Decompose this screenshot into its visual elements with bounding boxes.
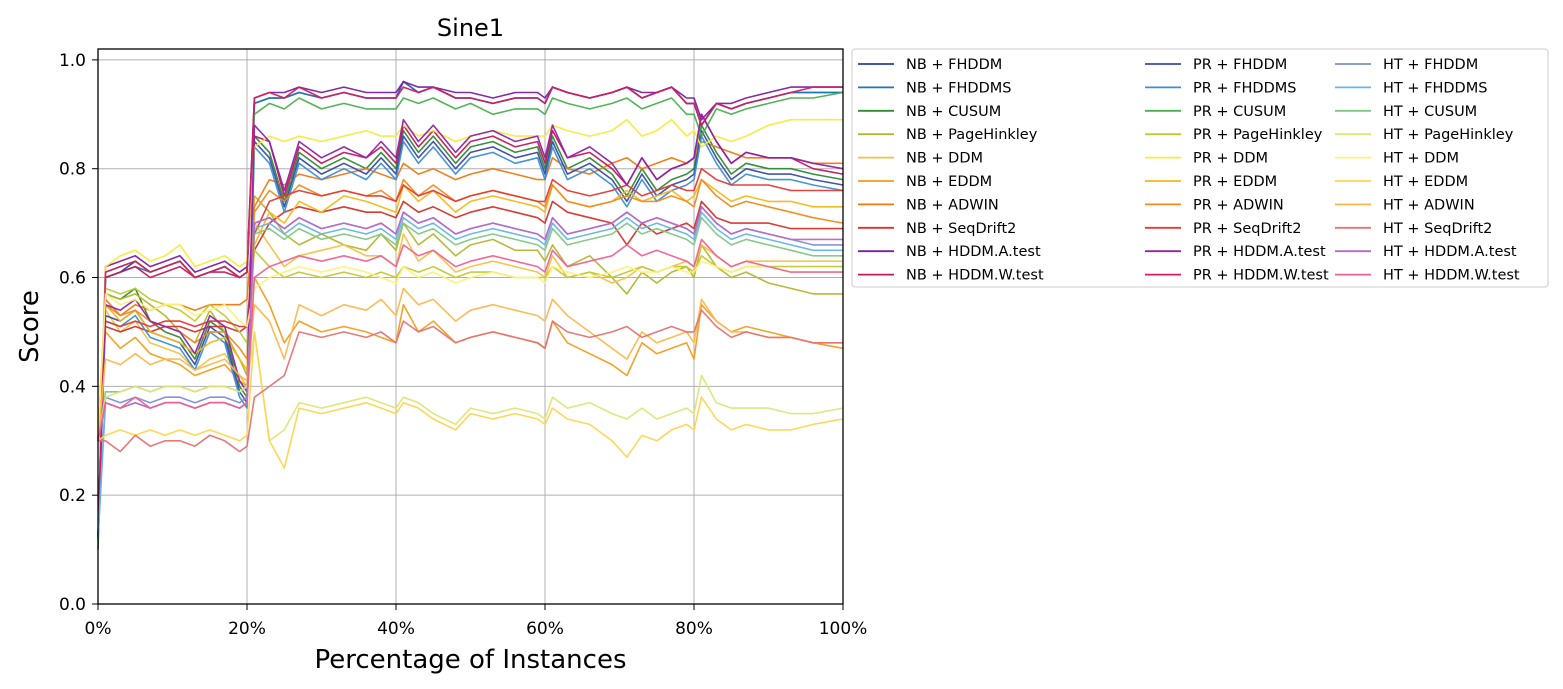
series-line-ht-hddm-w-test	[97, 238, 843, 441]
chart-title: Sine1	[437, 14, 504, 42]
legend-entry: NB + CUSUM	[858, 104, 1001, 120]
legend-entry: NB + HDDM.A.test	[858, 244, 1041, 260]
legend-label: HT + ADWIN	[1383, 197, 1475, 213]
legend-box	[851, 48, 1549, 288]
legend-label: HT + EDDM	[1383, 174, 1468, 190]
series-line-ht-ddm	[97, 260, 843, 441]
y-tick-label: 0.0	[59, 595, 86, 615]
legend-label: NB + FHDDM	[906, 57, 1002, 73]
legend-label: NB + EDDM	[906, 174, 992, 190]
legend-label: HT + DDM	[1383, 151, 1459, 167]
legend-entry: PR + CUSUM	[1145, 104, 1286, 120]
legend-entry: NB + SeqDrift2	[858, 221, 1016, 237]
legend-label: HT + HDDM.A.test	[1383, 244, 1517, 260]
legend-label: NB + PageHinkley	[906, 127, 1038, 143]
series-lines	[97, 80, 844, 550]
legend-entry: PR + FHDDM	[1145, 57, 1287, 73]
y-tick-label: 0.6	[59, 269, 86, 289]
series-line-ht-seqdrift2	[98, 309, 843, 453]
legend-entry: HT + HDDM.W.test	[1335, 268, 1520, 284]
legend-entry: NB + FHDDM	[858, 57, 1002, 73]
plot-frame	[97, 48, 844, 605]
x-tick-label: 0%	[85, 619, 112, 639]
legend-label: NB + HDDM.W.test	[906, 268, 1044, 284]
legend-entry: PR + PageHinkley	[1145, 127, 1323, 143]
legend-label: PR + HDDM.W.test	[1193, 268, 1329, 284]
axis-ticks: 0% 20% 40% 60% 80% 100% 0.0 0.2 0.4 0.6 0.8 1.0	[59, 51, 867, 639]
legend-label: NB + ADWIN	[906, 197, 999, 213]
legend-label: HT + PageHinkley	[1383, 127, 1514, 143]
legend-entry: HT + DDM	[1335, 151, 1459, 167]
legend-entry: HT + PageHinkley	[1335, 127, 1514, 143]
series-line-nb-pagehinkley	[97, 195, 843, 441]
series-line-nb-eddm	[97, 276, 844, 441]
x-axis-label: Percentage of Instances	[315, 645, 627, 675]
series-line-ht-pagehinkley	[97, 331, 844, 442]
x-tick-label: 100%	[819, 619, 868, 639]
legend-entry: PR + HDDM.A.test	[1145, 244, 1326, 260]
legend-label: HT + FHDDMS	[1383, 80, 1487, 96]
legend-entry: PR + SeqDrift2	[1145, 221, 1301, 237]
legend-entry: NB + FHDDMS	[858, 80, 1011, 96]
legend-entry: NB + ADWIN	[858, 197, 999, 213]
series-line-ht-adwin	[97, 287, 843, 441]
legend: NB + FHDDM NB + FHDDMS NB + CUSUM NB + Page…	[851, 48, 1549, 288]
legend-entry: NB + EDDM	[858, 174, 992, 190]
legend-entry: HT + ADWIN	[1335, 197, 1475, 213]
series-line-pr-hddm-w-test	[97, 86, 843, 539]
legend-label: NB + HDDM.A.test	[906, 244, 1041, 260]
legend-label: PR + FHDDMS	[1193, 80, 1296, 96]
legend-label: NB + DDM	[906, 151, 983, 167]
x-tick-label: 60%	[526, 619, 564, 639]
legend-label: PR + FHDDM	[1193, 57, 1287, 73]
legend-label: PR + HDDM.A.test	[1193, 244, 1326, 260]
legend-entry: HT + HDDM.A.test	[1335, 244, 1517, 260]
legend-entry: PR + EDDM	[1145, 174, 1277, 190]
legend-entry: HT + SeqDrift2	[1335, 221, 1492, 237]
legend-entry: PR + FHDDMS	[1145, 80, 1296, 96]
series-line-nb-seqdrift2	[97, 200, 843, 441]
series-line-pr-adwin	[97, 178, 844, 441]
legend-label: NB + CUSUM	[906, 104, 1001, 120]
legend-label: HT + SeqDrift2	[1383, 221, 1492, 237]
legend-entry: PR + HDDM.W.test	[1145, 268, 1329, 284]
legend-label: NB + SeqDrift2	[906, 221, 1016, 237]
legend-label: PR + EDDM	[1193, 174, 1277, 190]
legend-label: PR + CUSUM	[1193, 104, 1286, 120]
y-tick-label: 0.8	[59, 160, 86, 180]
series-line-pr-ddm	[97, 118, 843, 539]
y-tick-label: 1.0	[59, 51, 86, 71]
legend-label: PR + SeqDrift2	[1193, 221, 1301, 237]
legend-label: HT + CUSUM	[1383, 104, 1477, 120]
legend-label: HT + HDDM.W.test	[1383, 268, 1520, 284]
legend-label: PR + PageHinkley	[1193, 127, 1323, 143]
legend-entry: NB + HDDM.W.test	[858, 268, 1044, 284]
series-line-pr-eddm	[97, 178, 843, 441]
y-tick-label: 0.2	[59, 486, 86, 506]
legend-label: PR + DDM	[1193, 151, 1268, 167]
legend-entry: NB + DDM	[858, 151, 983, 167]
legend-entry: PR + ADWIN	[1145, 197, 1284, 213]
series-line-nb-hddm-a-test	[97, 80, 843, 539]
series-line-pr-hddm-a-test	[97, 113, 844, 539]
legend-entry: HT + FHDDM	[1335, 57, 1478, 73]
legend-entry: NB + PageHinkley	[858, 127, 1038, 143]
legend-entry: HT + EDDM	[1335, 174, 1468, 190]
legend-entry: HT + CUSUM	[1335, 104, 1477, 120]
legend-label: NB + FHDDMS	[906, 80, 1011, 96]
x-tick-label: 80%	[675, 619, 713, 639]
legend-label: PR + ADWIN	[1193, 197, 1284, 213]
x-tick-label: 40%	[377, 619, 415, 639]
legend-entry: PR + DDM	[1145, 151, 1268, 167]
y-tick-label: 0.4	[59, 377, 86, 397]
x-tick-label: 20%	[228, 619, 266, 639]
y-axis-label: Score	[15, 290, 45, 363]
legend-label: HT + FHDDM	[1383, 57, 1478, 73]
series-line-ht-eddm	[97, 331, 844, 469]
series-line-pr-fhddms	[97, 135, 844, 539]
legend-entry: HT + FHDDMS	[1335, 80, 1487, 96]
